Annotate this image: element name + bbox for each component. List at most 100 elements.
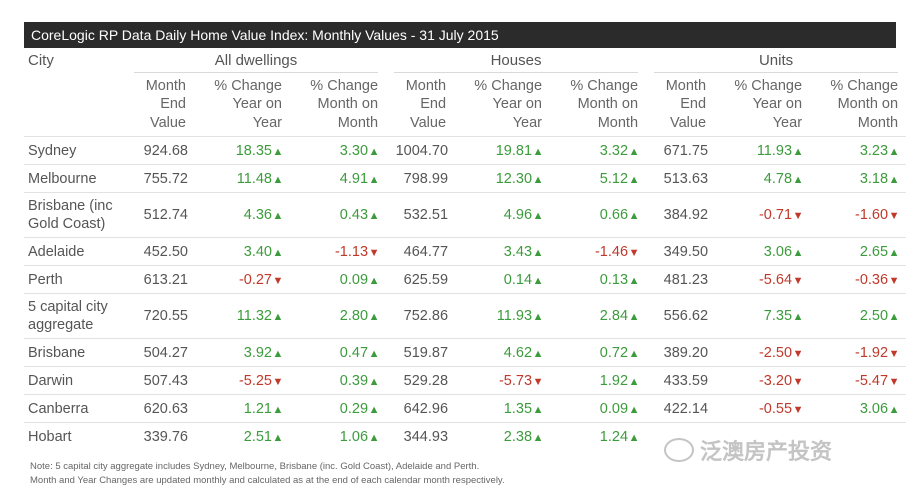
arrow-up-icon: ▲ bbox=[628, 173, 640, 186]
mom-change-value: 0.13 bbox=[599, 271, 629, 288]
month-end-value: 344.93 bbox=[403, 428, 449, 445]
yoy-change-value: 11.93 bbox=[756, 142, 793, 159]
mom-change-value: 2.65 bbox=[859, 243, 889, 260]
arrow-up-icon: ▲ bbox=[532, 403, 544, 416]
mom-change-value: -1.13 bbox=[334, 243, 369, 260]
yoy-change: 18.35▲ bbox=[194, 137, 290, 165]
mom-change-value: -1.92 bbox=[855, 344, 889, 361]
yoy-change: 7.35▲ bbox=[714, 294, 810, 339]
arrow-up-icon: ▲ bbox=[628, 431, 640, 444]
month-end-value: 625.59 bbox=[403, 271, 449, 288]
mom-change: 0.72▲ bbox=[550, 339, 646, 367]
mom-change-value: 0.29 bbox=[339, 400, 369, 417]
arrow-up-icon: ▲ bbox=[792, 173, 804, 186]
mom-change: 0.09▲ bbox=[290, 266, 386, 294]
mom-change: 0.39▲ bbox=[290, 367, 386, 395]
mom-change: 0.47▲ bbox=[290, 339, 386, 367]
arrow-down-icon: ▼ bbox=[272, 375, 284, 388]
table-row: 5 capital city aggregate 720.55 11.32▲ 2.80▲… bbox=[24, 293, 907, 339]
mom-change-value: 1.06 bbox=[339, 428, 369, 445]
city-name: Melbourne bbox=[28, 170, 97, 187]
arrow-down-icon: ▼ bbox=[792, 274, 804, 287]
mom-change: 1.92▲ bbox=[550, 367, 646, 395]
arrow-up-icon: ▲ bbox=[628, 403, 640, 416]
arrow-up-icon: ▲ bbox=[368, 274, 380, 287]
arrow-up-icon: ▲ bbox=[368, 173, 380, 186]
arrow-up-icon: ▲ bbox=[272, 311, 284, 323]
yoy-change: 3.40▲ bbox=[194, 238, 290, 266]
footnote-line: Month and Year Changes are updated month… bbox=[30, 475, 505, 486]
city-name: Adelaide bbox=[28, 243, 85, 260]
month-end-value: 924.68 bbox=[143, 142, 188, 159]
month-end-value: 798.99 bbox=[403, 170, 449, 187]
arrow-up-icon: ▲ bbox=[628, 274, 640, 287]
yoy-change-value: -5.73 bbox=[498, 372, 533, 389]
month-end-value: 529.28 bbox=[403, 372, 449, 389]
mom-change-value: 2.50 bbox=[859, 308, 889, 324]
city-name: Sydney bbox=[28, 142, 77, 159]
yoy-change: 11.32▲ bbox=[194, 294, 290, 339]
mom-change-value: 3.18 bbox=[859, 170, 889, 187]
mom-change: 3.23▲ bbox=[810, 137, 906, 165]
arrow-up-icon: ▲ bbox=[532, 210, 544, 222]
arrow-up-icon: ▲ bbox=[368, 145, 380, 158]
arrow-down-icon: ▼ bbox=[272, 274, 284, 287]
mom-change-value: 0.66 bbox=[599, 207, 629, 223]
mom-change: -1.92▼ bbox=[810, 339, 906, 367]
mom-change: 5.12▲ bbox=[550, 165, 646, 193]
mom-change-value: 1.24 bbox=[599, 428, 629, 445]
month-end-value: 556.62 bbox=[663, 308, 709, 324]
yoy-change: 12.30▲ bbox=[454, 165, 550, 193]
month-end-value: 422.14 bbox=[663, 400, 709, 417]
yoy-change-value: -0.55 bbox=[758, 400, 793, 417]
arrow-up-icon: ▲ bbox=[792, 311, 804, 323]
arrow-up-icon: ▲ bbox=[628, 347, 640, 360]
yoy-change: 0.14▲ bbox=[454, 266, 550, 294]
month-end-value: 755.72 bbox=[143, 170, 188, 187]
arrow-down-icon: ▼ bbox=[628, 246, 640, 259]
table-title: CoreLogic RP Data Daily Home Value Index… bbox=[24, 22, 896, 48]
arrow-up-icon: ▲ bbox=[368, 311, 380, 323]
yoy-change: 11.93▲ bbox=[454, 294, 550, 339]
table-row: Perth 613.21 -0.27▼ 0.09▲ 625.59 0.14▲ 0.13▲ 48… bbox=[24, 265, 907, 294]
mom-change: 2.80▲ bbox=[290, 294, 386, 339]
city-header: City bbox=[28, 52, 54, 69]
arrow-up-icon: ▲ bbox=[888, 173, 900, 186]
arrow-up-icon: ▲ bbox=[532, 311, 544, 323]
mom-change: -1.46▼ bbox=[550, 238, 646, 266]
mom-change-value: 3.30 bbox=[339, 142, 369, 159]
yoy-change-value: 3.92 bbox=[243, 344, 272, 361]
yoy-change: 3.06▲ bbox=[714, 238, 810, 266]
mom-change-value: 0.43 bbox=[339, 207, 369, 223]
arrow-down-icon: ▼ bbox=[368, 246, 380, 259]
home-value-table: City All dwellings Houses Units Month End… bbox=[24, 48, 907, 451]
mom-change: 3.32▲ bbox=[550, 137, 646, 165]
mom-change: 3.06▲ bbox=[810, 395, 906, 423]
city-name: Darwin bbox=[28, 372, 74, 389]
month-end-value: 384.92 bbox=[663, 207, 709, 223]
yoy-change-header: % Change Year on Year bbox=[734, 77, 803, 131]
month-end-value: 1004.70 bbox=[395, 142, 449, 159]
mom-change-value: 0.09 bbox=[339, 271, 369, 288]
footnote: Note: 5 capital city aggregate includes … bbox=[30, 460, 505, 488]
month-end-value-header: Month End Value bbox=[145, 77, 186, 131]
arrow-up-icon: ▲ bbox=[532, 246, 544, 259]
month-end-value: 389.20 bbox=[663, 344, 709, 361]
month-end-value: 720.55 bbox=[143, 308, 188, 324]
month-end-value: 349.50 bbox=[663, 243, 709, 260]
group-header-houses: Houses bbox=[386, 48, 646, 73]
arrow-up-icon: ▲ bbox=[888, 403, 900, 416]
yoy-change: -5.25▼ bbox=[194, 367, 290, 395]
yoy-change: 3.43▲ bbox=[454, 238, 550, 266]
yoy-change-value: 3.43 bbox=[503, 243, 533, 260]
yoy-change-value: 2.51 bbox=[243, 428, 272, 445]
arrow-up-icon: ▲ bbox=[532, 173, 544, 186]
month-end-value-header: Month End Value bbox=[665, 77, 707, 131]
table-row: Melbourne 755.72 11.48▲ 4.91▲ 798.99 12.30▲ 5.… bbox=[24, 164, 907, 193]
mom-change-value: 3.06 bbox=[859, 400, 889, 417]
month-end-value: 752.86 bbox=[403, 308, 449, 324]
yoy-change: -5.64▼ bbox=[714, 266, 810, 294]
yoy-change: 2.51▲ bbox=[194, 423, 290, 451]
arrow-up-icon: ▲ bbox=[888, 145, 900, 158]
arrow-up-icon: ▲ bbox=[368, 210, 380, 222]
